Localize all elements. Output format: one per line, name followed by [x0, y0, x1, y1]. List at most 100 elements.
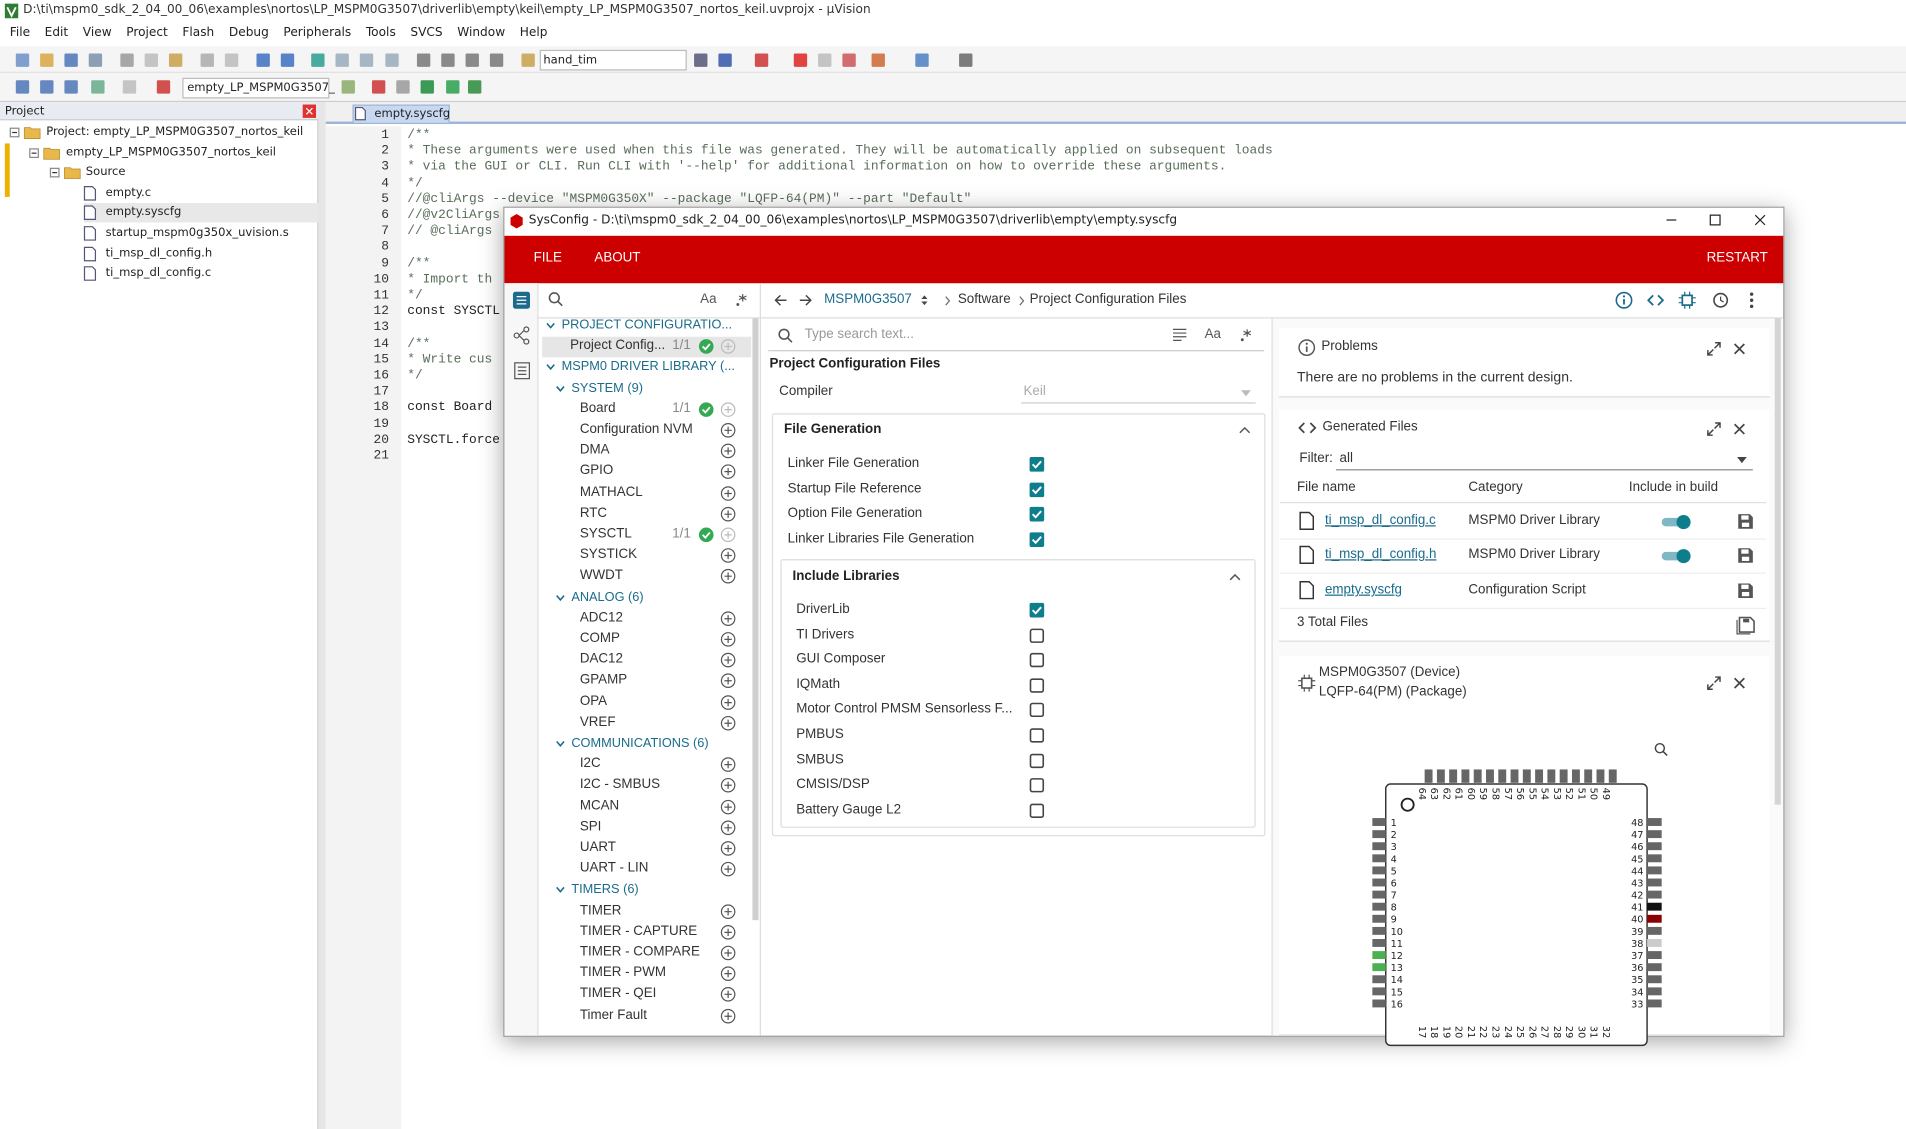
module-tree-item[interactable]: Project Config...: [570, 338, 666, 353]
module-tree-item[interactable]: Board: [579, 401, 616, 416]
module-tree-item[interactable]: PROJECT CONFIGURATIO...: [561, 317, 733, 333]
back[interactable]: [774, 294, 787, 306]
toolbar-button[interactable]: [88, 52, 104, 68]
menu-item[interactable]: SVCS: [410, 26, 443, 40]
module-tree-item[interactable]: MCAN: [579, 798, 620, 813]
expander[interactable]: [49, 167, 60, 178]
project-tree-item[interactable]: empty_LP_MSPM0G3507_nortos_keil: [66, 145, 276, 159]
file-link[interactable]: ti_msp_dl_config.h: [1324, 547, 1437, 562]
toolbar-button[interactable]: [717, 52, 733, 68]
toolbar-button[interactable]: [817, 52, 833, 68]
toolbar-button[interactable]: [693, 52, 709, 68]
view-button[interactable]: [1615, 291, 1633, 309]
add-instance[interactable]: [720, 443, 736, 459]
add-instance[interactable]: [720, 841, 736, 856]
toolbar-button[interactable]: [520, 52, 536, 68]
toolbar-button[interactable]: [371, 79, 387, 95]
add-instance[interactable]: [720, 778, 736, 794]
view-button[interactable]: [1647, 292, 1665, 309]
project-tree-item[interactable]: ti_msp_dl_config.h: [105, 246, 213, 260]
toolbar-button[interactable]: [156, 79, 172, 95]
module-tree-item[interactable]: ADC12: [579, 610, 623, 625]
expander[interactable]: [29, 147, 40, 158]
toolbar-button[interactable]: [416, 52, 432, 68]
module-tree-item[interactable]: OPA: [579, 693, 608, 709]
collapse[interactable]: [1229, 573, 1241, 581]
toolbar-button[interactable]: [90, 79, 106, 95]
toolbar-button[interactable]: [870, 52, 886, 68]
add-instance[interactable]: [720, 423, 736, 438]
close[interactable]: [1733, 423, 1745, 435]
add-instance[interactable]: [720, 715, 736, 731]
module-tree-item[interactable]: ANALOG (6): [571, 589, 644, 605]
regex-toggle[interactable]: [1240, 328, 1253, 342]
module-tree-item[interactable]: TIMERS (6): [571, 882, 639, 897]
content-search[interactable]: [768, 322, 1265, 352]
checkbox[interactable]: [1029, 653, 1045, 668]
toolbar-button[interactable]: [395, 79, 411, 95]
module-tree-item[interactable]: MSPM0 DRIVER LIBRARY (...: [561, 359, 735, 375]
breadcrumb-item[interactable]: Software: [957, 291, 1011, 307]
file-link[interactable]: ti_msp_dl_config.c: [1324, 513, 1436, 528]
add-instance[interactable]: [720, 1008, 736, 1024]
toolbar-button[interactable]: [384, 52, 400, 68]
add-instance[interactable]: [720, 506, 736, 522]
search-icon[interactable]: [548, 292, 563, 307]
toolbar-button[interactable]: [334, 52, 350, 68]
checkbox[interactable]: [1029, 703, 1045, 718]
chevron[interactable]: [556, 384, 566, 394]
add-instance[interactable]: [720, 966, 736, 982]
toolbar-button[interactable]: [489, 52, 505, 68]
menu-item[interactable]: File: [9, 26, 31, 40]
toolbar-button[interactable]: [310, 52, 326, 68]
add-instance[interactable]: [720, 757, 736, 773]
project-tree-item[interactable]: empty.syscfg: [105, 205, 182, 220]
add-instance[interactable]: [720, 820, 736, 835]
module-tree-item[interactable]: I2C: [579, 756, 601, 772]
strip-icon[interactable]: [512, 326, 531, 345]
add-instance[interactable]: [720, 987, 736, 1003]
project-tree-item[interactable]: startup_mspm0g350x_uvision.s: [105, 226, 289, 240]
module-tree-item[interactable]: SYSCTL: [579, 526, 632, 542]
menu-item[interactable]: Tools: [365, 26, 396, 40]
checkbox[interactable]: [1029, 728, 1045, 743]
module-tree-item[interactable]: TIMER: [579, 902, 622, 918]
checkbox[interactable]: [1029, 678, 1045, 693]
include-toggle[interactable]: [1660, 514, 1692, 530]
menu-item[interactable]: Window: [457, 26, 506, 40]
add-instance[interactable]: [720, 903, 736, 919]
checkbox[interactable]: [1029, 628, 1045, 643]
checkbox[interactable]: [1029, 602, 1045, 618]
toolbar-button[interactable]: [914, 52, 930, 68]
module-tree-item[interactable]: SPI: [579, 819, 602, 834]
add-instance[interactable]: [720, 945, 736, 961]
project-combo[interactable]: [182, 77, 330, 99]
module-tree-item[interactable]: UART - LIN: [579, 860, 649, 876]
chevron[interactable]: [556, 593, 566, 603]
zoom-icon[interactable]: [1654, 742, 1668, 757]
module-tree-item[interactable]: TIMER - QEI: [579, 986, 657, 1002]
file-link[interactable]: empty.syscfg: [1324, 582, 1402, 597]
module-tree-item[interactable]: SYSTICK: [579, 547, 638, 562]
checkbox[interactable]: [1029, 507, 1045, 522]
add-instance[interactable]: [720, 402, 736, 417]
toolbar-button[interactable]: [754, 52, 770, 68]
add-instance[interactable]: [720, 673, 736, 689]
module-tree-item[interactable]: DMA: [579, 442, 610, 458]
compiler-select[interactable]: [1021, 382, 1256, 404]
add-instance[interactable]: [720, 799, 736, 814]
include-toggle[interactable]: [1660, 548, 1692, 564]
toolbar-button[interactable]: [467, 79, 483, 95]
device-switch[interactable]: [920, 294, 929, 306]
toolbar-button[interactable]: [39, 52, 55, 68]
toolbar-button[interactable]: [39, 79, 55, 95]
module-tree-item[interactable]: Configuration NVM: [579, 421, 693, 437]
add-instance[interactable]: [720, 339, 736, 354]
toolbar-button[interactable]: [119, 52, 135, 68]
toolbar-button[interactable]: [445, 79, 461, 95]
save-icon[interactable]: [1738, 514, 1753, 529]
checkbox[interactable]: [1029, 753, 1045, 768]
target-combo[interactable]: [539, 49, 687, 71]
add-instance[interactable]: [720, 548, 736, 564]
module-tree-item[interactable]: COMP: [579, 631, 620, 646]
